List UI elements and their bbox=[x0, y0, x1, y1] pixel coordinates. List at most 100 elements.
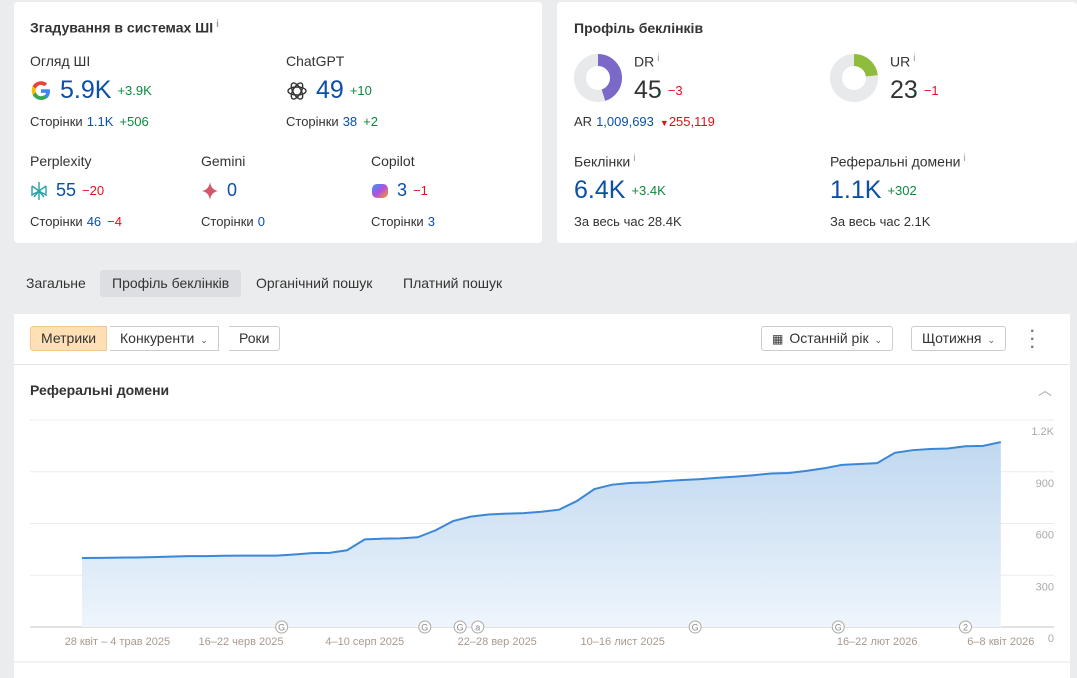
perplexity-metric: 55 −20 bbox=[30, 180, 104, 201]
chatgpt-metric: 49 +10 bbox=[286, 76, 372, 105]
backlinks-value[interactable]: 6.4K bbox=[574, 176, 626, 204]
chatgpt-label: ChatGPT bbox=[286, 53, 345, 69]
tab-paid-search[interactable]: Платний пошук bbox=[403, 275, 503, 291]
years-button[interactable]: Роки bbox=[229, 326, 281, 351]
chevron-down-icon: ⌄ bbox=[200, 335, 208, 345]
chatgpt-delta: +10 bbox=[349, 83, 372, 98]
ai-mentions-title: Згадування в системах ШІ i bbox=[30, 19, 219, 36]
ur-donut bbox=[830, 54, 878, 102]
x-tick-label: 6–8 квіт 2026 bbox=[967, 636, 1034, 648]
annotation-marker: G bbox=[688, 620, 702, 634]
annotation-marker: G bbox=[418, 620, 432, 634]
y-tick-label: 600 bbox=[1036, 530, 1054, 542]
info-icon[interactable]: i bbox=[913, 53, 916, 64]
chatgpt-icon bbox=[287, 81, 307, 100]
gemini-metric: 0 bbox=[201, 180, 237, 201]
ai-overview-value: 5.9K bbox=[60, 76, 112, 104]
ur-delta: −1 bbox=[923, 83, 939, 98]
tab-backlink-profile[interactable]: Профіль беклінків bbox=[100, 270, 242, 297]
ur-metric: 23 −1 bbox=[890, 76, 939, 105]
refdomains-label: Реферальні домени i bbox=[830, 153, 966, 170]
perplexity-icon bbox=[31, 181, 47, 200]
metrics-button[interactable]: Метрики bbox=[30, 326, 108, 351]
competitors-dropdown[interactable]: Конкуренти ⌄ bbox=[110, 326, 219, 351]
svg-text:G: G bbox=[278, 623, 285, 633]
backlink-profile-title: Профіль беклінків bbox=[574, 20, 704, 36]
backlinks-label: Беклінки i bbox=[574, 153, 636, 170]
ur-label: UR i bbox=[890, 53, 916, 70]
ai-mentions-card: Згадування в системах ШІ i Огляд ШІ 5.9K +… bbox=[14, 2, 542, 243]
ai-overview-label: Огляд ШІ bbox=[30, 53, 91, 69]
google-icon bbox=[31, 80, 50, 100]
info-icon[interactable]: i bbox=[657, 53, 660, 64]
tab-organic-search[interactable]: Органічний пошук bbox=[256, 275, 373, 291]
refdomains-delta: +302 bbox=[887, 183, 917, 198]
ai-overview-delta: +3.9K bbox=[117, 83, 152, 98]
interval-dropdown[interactable]: Щотижня ⌄ bbox=[911, 326, 1007, 351]
info-icon[interactable]: i bbox=[216, 19, 219, 30]
dr-delta: −3 bbox=[667, 83, 683, 98]
chevron-down-icon: ⌄ bbox=[987, 335, 996, 345]
annotation-marker: G bbox=[275, 620, 289, 634]
copilot-metric: 3 −1 bbox=[371, 180, 428, 201]
svg-text:G: G bbox=[835, 623, 842, 633]
gemini-pages: Сторінки 0 bbox=[201, 214, 265, 229]
triangle-down-icon: ▼ bbox=[659, 118, 669, 128]
copilot-label: Copilot bbox=[371, 153, 415, 169]
chatgpt-pages: Сторінки 38 +2 bbox=[286, 114, 378, 129]
copilot-icon bbox=[372, 183, 388, 198]
y-tick-label: 0 bbox=[1048, 633, 1054, 645]
x-tick-label: 16–22 черв 2025 bbox=[199, 636, 284, 648]
dr-donut bbox=[574, 54, 622, 102]
svg-text:G: G bbox=[421, 623, 428, 633]
refdomains-metric: 1.1K +302 bbox=[830, 176, 917, 205]
period-dropdown[interactable]: ▦ Останній рік ⌄ bbox=[761, 326, 894, 351]
dr-value: 45 bbox=[634, 76, 662, 104]
ai-overview-metric: 5.9K +3.9K bbox=[30, 76, 152, 105]
svg-text:G: G bbox=[457, 623, 464, 633]
info-icon[interactable]: i bbox=[633, 153, 636, 164]
ar-row: AR 1,009,693 ▼255,119 bbox=[574, 114, 715, 129]
ai-overview-pages: Сторінки 1.1K +506 bbox=[30, 114, 149, 129]
perplexity-label: Perplexity bbox=[30, 153, 92, 169]
chevron-down-icon: ⌄ bbox=[874, 335, 883, 345]
gemini-icon bbox=[202, 181, 218, 200]
collapse-chevron-icon[interactable]: ︿ bbox=[1038, 382, 1052, 398]
gemini-label: Gemini bbox=[201, 153, 246, 169]
chart-title: Реферальні домени bbox=[30, 382, 170, 398]
backlink-profile-card: Профіль беклінків DR i 45 −3 AR 1,009,693 ▼2… bbox=[557, 2, 1077, 243]
annotation-marker: G bbox=[453, 620, 467, 634]
annotation-marker: G bbox=[831, 620, 845, 634]
y-tick-label: 900 bbox=[1036, 478, 1054, 490]
tab-overview[interactable]: Загальне bbox=[26, 275, 86, 291]
gemini-value: 0 bbox=[227, 180, 238, 200]
x-tick-label: 28 квіт – 4 трав 2025 bbox=[65, 636, 170, 648]
perplexity-value: 55 bbox=[56, 180, 77, 200]
perplexity-delta: −20 bbox=[82, 183, 105, 198]
refdomains-value[interactable]: 1.1K bbox=[830, 176, 882, 204]
y-tick-label: 300 bbox=[1036, 581, 1054, 593]
backlinks-all-time: За весь час 28.4K bbox=[574, 214, 682, 229]
svg-text:G: G bbox=[692, 623, 699, 633]
calendar-icon: ▦ bbox=[772, 332, 784, 346]
y-tick-label: 1.2K bbox=[1031, 426, 1054, 438]
refdomains-all-time: За весь час 2.1K bbox=[830, 214, 931, 229]
backlinks-metric: 6.4K +3.4K bbox=[574, 176, 666, 205]
svg-text:a: a bbox=[475, 623, 480, 633]
copilot-pages: Сторінки 3 bbox=[371, 214, 435, 229]
perplexity-pages: Сторінки 46 −4 bbox=[30, 214, 122, 229]
x-tick-label: 16–22 лют 2026 bbox=[837, 636, 918, 648]
x-tick-label: 22–28 вер 2025 bbox=[458, 636, 537, 648]
info-icon[interactable]: i bbox=[963, 153, 966, 164]
x-tick-label: 10–16 лист 2025 bbox=[581, 636, 665, 648]
chatgpt-value: 49 bbox=[316, 76, 344, 104]
chart-panel: Метрики Конкуренти ⌄ Роки ▦ Останній рік ⌄ … bbox=[14, 314, 1070, 678]
copilot-delta: −1 bbox=[413, 183, 428, 198]
more-options-icon[interactable]: · · · bbox=[1030, 323, 1036, 356]
x-tick-label: 4–10 серп 2025 bbox=[325, 636, 404, 648]
dr-label: DR i bbox=[634, 53, 660, 70]
ur-value: 23 bbox=[890, 76, 918, 104]
annotation-marker: a bbox=[471, 620, 485, 634]
area-fill bbox=[82, 442, 1001, 627]
